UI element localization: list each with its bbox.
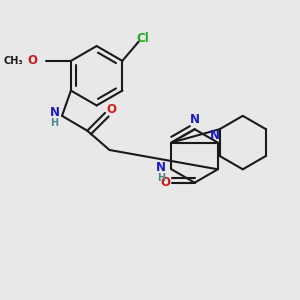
Text: H: H <box>157 172 165 183</box>
Text: O: O <box>106 103 116 116</box>
Text: O: O <box>160 176 170 189</box>
Text: N: N <box>156 161 166 174</box>
Text: H: H <box>50 118 59 128</box>
Text: O: O <box>27 54 37 68</box>
Text: CH₃: CH₃ <box>3 56 23 66</box>
Text: N: N <box>50 106 60 119</box>
Text: N: N <box>190 113 200 126</box>
Text: Cl: Cl <box>137 32 149 45</box>
Text: N: N <box>210 129 220 142</box>
